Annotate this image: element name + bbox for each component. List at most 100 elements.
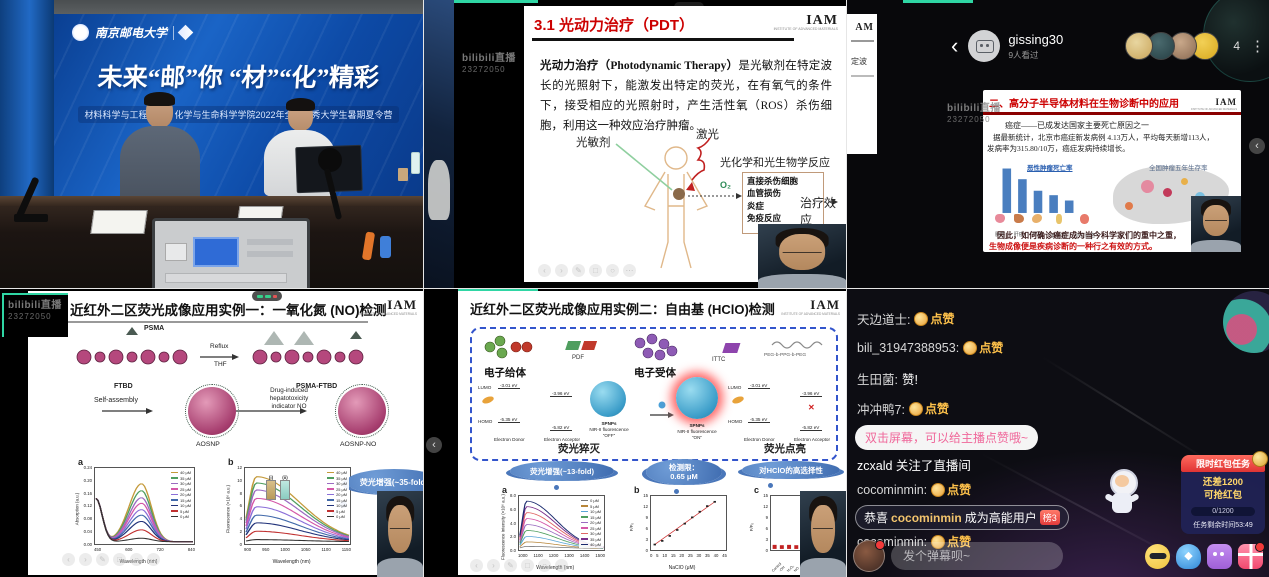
more-icon[interactable]: ⋯	[147, 553, 160, 566]
diagnosis-title: 二、高分子半导体材料在生物诊断中的应用	[989, 99, 1179, 110]
quench-label: 荧光猝灭	[558, 443, 600, 455]
title-rule	[983, 112, 1241, 115]
bubble-dot	[768, 483, 773, 488]
scheme-graphic	[76, 327, 364, 414]
annotation-toolbar: ‹ › ✎ □ ○ ⋯	[470, 559, 568, 572]
diagnosis-slide: 二、高分子半导体材料在生物诊断中的应用 IAM INSTITUTE OF ADV…	[983, 90, 1241, 252]
tile-hclo-slide[interactable]: ‹ 近红外二区荧光成像应用实例二：自由基 (HClO)检测 IAM INSTIT…	[424, 289, 846, 577]
pdt-body-rest: 是光敏剂在特定波长的光照射下，能激发出特定的荧光，在有氧气的条件下，接受相应的光…	[540, 60, 832, 133]
pdt-diagram-lines	[615, 137, 838, 269]
prev-icon[interactable]: ‹	[538, 264, 551, 277]
streamer-info[interactable]: gissing30 9人看过	[1008, 32, 1063, 61]
bilibili-watermark: bilibili直播 23272050	[462, 54, 516, 74]
demo-laptop-screen	[152, 218, 310, 288]
prev-icon[interactable]: ‹	[470, 559, 483, 572]
green-corner-accent	[454, 0, 538, 3]
tile-no-slide[interactable]: 近红外二区荧光成像应用实例一：一氧化氮 (NO)检测 IAM INSTITUTE…	[0, 289, 423, 577]
planet-decor	[1223, 291, 1269, 353]
presenter-inset	[1191, 196, 1241, 252]
chat-message[interactable]: 冲冲鸭7: 点赞	[857, 399, 949, 418]
spnp-off-caption: SPNPs NIR-II fluorescence “OFF”	[589, 421, 629, 438]
red-packet-widget[interactable]: 限时红包任务 还差1200 可抢红包 0/1200 任务剩余时间53:49	[1181, 451, 1268, 534]
chat-message[interactable]: bili_31947388953: 点赞	[857, 339, 1003, 356]
red-packet-body: 还差1200 可抢红包 0/1200 任务剩余时间53:49	[1181, 472, 1265, 534]
frame-icon[interactable]: □	[589, 264, 602, 277]
no-absorption-chart: 40 μM 35 μM 30 μM 25 μM 20 μM 15 μM 10 μM 5 μM 0…	[74, 457, 195, 565]
red-packet-progress: 0/1200	[1191, 506, 1255, 516]
stage-banner: 南京邮电大学 未来“邮”你 “材”“化”精彩 材料科学与工程学院、化学与生命科学…	[54, 14, 423, 206]
frame-icon[interactable]: □	[521, 559, 534, 572]
self-assembly-label: Self-assembly	[94, 397, 138, 404]
next-icon[interactable]: ›	[555, 264, 568, 277]
paper-cup	[398, 168, 408, 181]
viewer-avatar-1[interactable]	[1125, 32, 1154, 60]
tile-stage-camera[interactable]: 南京邮电大学 未来“邮”你 “材”“化”精彩 材料科学与工程学院、化学与生命科学…	[0, 0, 423, 288]
player-quality-pill[interactable]	[252, 291, 282, 301]
pen-icon[interactable]: ✎	[504, 559, 517, 572]
astronaut-mascot	[1104, 469, 1140, 527]
coin-icon	[1252, 451, 1268, 467]
drug-label: Drug-induced hepatotoxicity indicator NO	[269, 387, 309, 411]
next-icon[interactable]: ›	[487, 559, 500, 572]
chat-username: cocominmin:	[857, 482, 928, 497]
back-icon[interactable]: ‹	[951, 33, 959, 58]
medal-icon	[931, 482, 946, 497]
tile-phone-live[interactable]: AM 定波 ‹ gissing30 9人看过 4 ⋮	[847, 0, 1269, 288]
organ-2: 肝癌	[1013, 232, 1024, 238]
like-badge: 点赞	[931, 533, 971, 550]
chat-message[interactable]: cocominmin: 点赞	[857, 481, 971, 498]
streamer-avatar[interactable]	[968, 30, 1001, 62]
prev-icon[interactable]: ‹	[62, 553, 75, 566]
ftbd-label: FTBD	[114, 383, 133, 390]
zoom-icon[interactable]: ○	[606, 264, 619, 277]
no-fluorescence-chart: (i) (ii) 40 μM 35 μM 30 μM 25 μM 20 μM 15 μM 1…	[225, 457, 351, 565]
kebab-menu-icon[interactable]: ⋮	[1250, 38, 1265, 55]
person1-hair	[144, 92, 175, 106]
gift-icon[interactable]	[1238, 541, 1265, 569]
hclo-linear-chart: b F/F₀ NaClO (μM) 15 12 9 6 3 0 0 5 10 15 20 25 30 35 40 4…	[629, 485, 727, 571]
collapse-icon[interactable]: ‹	[426, 437, 442, 453]
lumo-acceptor-ev: -3.96 eV	[552, 391, 570, 396]
collapse-icon[interactable]: ‹	[1249, 138, 1265, 154]
map-label: 全国肿瘤五年生存率	[1149, 165, 1208, 172]
turnon-label: 荧光点亮	[764, 443, 806, 455]
chat-message[interactable]: 天边道士: 点赞	[857, 309, 955, 328]
emoji-sunglasses-icon[interactable]	[1145, 543, 1170, 569]
iam-logo: IAM INSTITUTE OF ADVANCED MATERIALS	[774, 12, 838, 32]
chat-bubble-icon[interactable]	[1207, 543, 1232, 569]
np1-label: AOSNP	[196, 441, 220, 448]
chat-username: 生田菌:	[857, 373, 898, 387]
person1-shirt	[120, 126, 200, 202]
tile-pdt-slide[interactable]: bilibili直播 23272050 3.1 光动力治疗（PDT） IAM I…	[424, 0, 846, 288]
tile-live-chat[interactable]: 天边道士: 点赞 bili_31947388953: 点赞 生田菌: 赞! 冲冲…	[847, 289, 1269, 577]
zoom-icon[interactable]: ○	[130, 553, 143, 566]
pen-icon[interactable]: ✎	[96, 553, 109, 566]
more-icon[interactable]: ⋯	[555, 559, 568, 572]
electron-donor-label: Electron Donor	[494, 437, 525, 442]
red-packet-header: 限时红包任务	[1181, 451, 1268, 472]
effect-3: 炎症	[747, 200, 765, 211]
bubble-lod: 检测限： 0.65 μM	[646, 459, 722, 485]
bubble-dot	[674, 489, 679, 494]
live-header: ‹ gissing30 9人看过 4 ⋮	[951, 24, 1265, 68]
iam-caption: INSTITUTE OF ADVANCED MATERIALS	[773, 27, 838, 31]
chat-username: 冲冲鸭7:	[857, 403, 905, 417]
chat-text: 赞!	[901, 373, 918, 387]
pen-icon[interactable]: ✎	[572, 264, 585, 277]
medal-icon	[963, 340, 978, 355]
zoom-icon[interactable]: ○	[538, 559, 551, 572]
energy-diagram-right: LUMO -3.01 eV -3.96 eV HOMO -5.35 eV -5.…	[728, 383, 831, 442]
cross-icon: ✕	[808, 403, 815, 412]
danmaku-input[interactable]	[891, 542, 1063, 570]
aosnp-nanoparticle	[185, 384, 239, 438]
chat-message[interactable]: 生田菌: 赞!	[857, 369, 918, 388]
person2-hair	[286, 98, 315, 111]
my-avatar[interactable]	[853, 540, 885, 572]
more-icon[interactable]: ⋯	[623, 264, 636, 277]
banner-title: 未来“邮”你 “材”“化”精彩	[96, 65, 380, 92]
next-icon[interactable]: ›	[79, 553, 92, 566]
fan-club-icon[interactable]: ◆	[1176, 543, 1201, 569]
frame-icon[interactable]: □	[113, 553, 126, 566]
demo-taskbar	[165, 273, 287, 283]
follow-notice: zcxald 关注了直播间	[857, 459, 971, 473]
